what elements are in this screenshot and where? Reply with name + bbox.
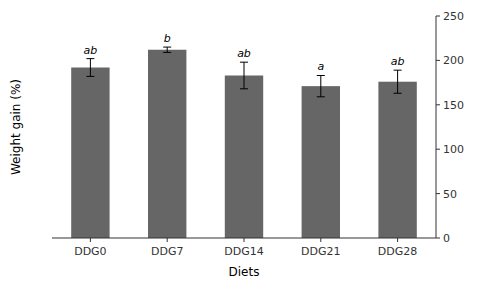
y-tick-label: 250 — [443, 10, 464, 23]
significance-label: ab — [237, 47, 251, 60]
y-axis-label: Weight gain (%) — [9, 79, 23, 175]
y-tick — [436, 104, 440, 105]
error-line — [167, 47, 168, 52]
significance-label: b — [164, 32, 171, 45]
y-tick — [436, 238, 440, 239]
x-tick-label: DDG21 — [301, 245, 340, 258]
error-line — [244, 62, 245, 89]
significance-label: ab — [391, 55, 405, 68]
significance-label: ab — [84, 44, 98, 57]
error-line — [90, 59, 91, 77]
error-bar — [163, 47, 171, 52]
error-cap — [163, 47, 171, 48]
error-cap — [163, 52, 171, 53]
y-tick — [436, 16, 440, 17]
y-tick-label: 50 — [443, 188, 457, 201]
x-tick — [90, 238, 91, 242]
significance-label: a — [317, 60, 324, 73]
y-tick — [436, 193, 440, 194]
x-tick-label: DDG7 — [151, 245, 183, 258]
bar — [378, 82, 416, 238]
x-axis-label: Diets — [229, 265, 260, 279]
error-bar — [394, 70, 402, 93]
error-line — [320, 75, 321, 96]
y-tick — [436, 60, 440, 61]
error-bar — [317, 75, 325, 96]
x-tick-label: DDG0 — [74, 245, 106, 258]
bar — [302, 86, 340, 238]
x-tick-label: DDG28 — [378, 245, 417, 258]
error-cap — [240, 88, 248, 89]
bar — [225, 75, 263, 238]
error-cap — [240, 62, 248, 63]
x-tick — [320, 238, 321, 242]
error-cap — [317, 75, 325, 76]
error-bar — [240, 62, 248, 89]
error-cap — [86, 76, 94, 77]
error-cap — [86, 58, 94, 59]
error-bar — [86, 59, 94, 77]
x-tick-label: DDG14 — [224, 245, 263, 258]
x-tick — [397, 238, 398, 242]
error-cap — [317, 96, 325, 97]
bar — [71, 68, 109, 238]
chart-svg: ab b ab a ab 0 50 100 150 200 250 DDG0 DDG7 DDG14 DDG2… — [0, 0, 480, 288]
y-tick — [436, 149, 440, 150]
y-tick-label: 100 — [443, 143, 464, 156]
y-tick-label: 200 — [443, 54, 464, 67]
bar — [148, 50, 186, 238]
error-cap — [394, 93, 402, 94]
y-tick-label: 0 — [443, 232, 450, 245]
x-tick — [244, 238, 245, 242]
plot-area — [71, 47, 417, 238]
chart-container: ab b ab a ab 0 50 100 150 200 250 DDG0 DDG7 DDG14 DDG2… — [0, 0, 480, 288]
error-line — [397, 70, 398, 93]
y-tick-label: 150 — [443, 99, 464, 112]
x-tick — [167, 238, 168, 242]
y-axis-line — [436, 16, 437, 238]
error-cap — [394, 70, 402, 71]
